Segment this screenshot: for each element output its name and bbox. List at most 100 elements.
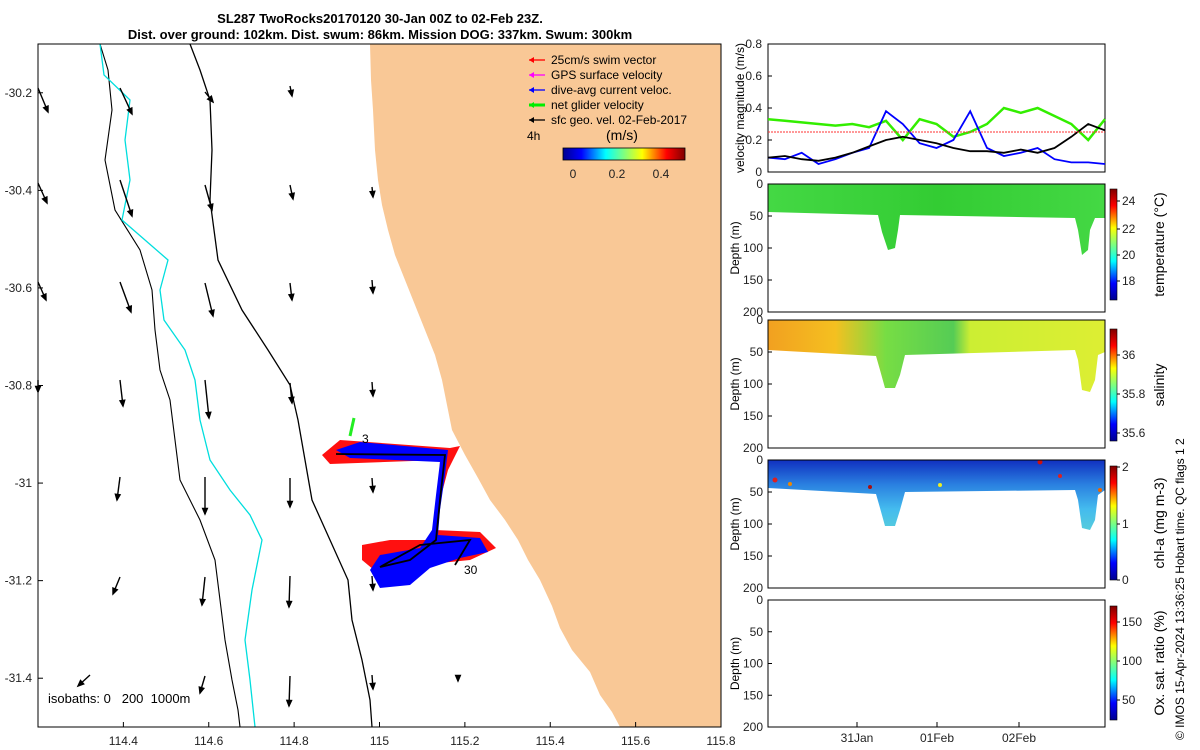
map-y-tick-label: -30.8: [5, 379, 33, 393]
depth-tick-label: 0: [756, 593, 763, 607]
colorbar-tick-label: 1: [1122, 517, 1129, 531]
colorbar-tick-label: 22: [1122, 222, 1136, 236]
map-x-tick-label: 114.6: [194, 734, 223, 748]
map-y-ticks: -30.2 -30.4 -30.6 -30.8 -31 -31.2 -31.4: [5, 86, 43, 685]
current-arrowhead: [206, 95, 215, 104]
velocity-y-tick-label: 0.8: [745, 37, 762, 51]
depth-axis-label: Depth (m): [728, 221, 742, 274]
current-arrowhead: [454, 674, 462, 683]
land-polygon: [370, 44, 721, 727]
colorbar-tick-label: 24: [1122, 194, 1136, 208]
velocity-panel: 0 0.2 0.4 0.6 0.8 velocity magnitude (m/s): [733, 37, 1106, 179]
current-arrow: [119, 179, 133, 217]
colorbar-tick-1: 0.2: [609, 167, 626, 181]
map-x-tick-label: 115.8: [706, 734, 735, 748]
chla-field: [768, 460, 1105, 530]
current-arrowhead: [41, 195, 48, 205]
current-arrowhead: [208, 309, 215, 318]
depth-tick-label: 0: [756, 453, 763, 467]
depth-axis-label: Depth (m): [728, 637, 742, 690]
net-velocity-segment: [348, 417, 356, 437]
velocity-ylabel: velocity magnitude (m/s): [733, 43, 747, 173]
colorbar-label: salinity: [1151, 364, 1167, 407]
velocity-y-tick-label: 0: [755, 165, 762, 179]
figure-title-line2: Dist. over ground: 102km. Dist. swum: 86…: [127, 27, 633, 42]
isobath-0m: [189, 43, 373, 728]
legend-label: GPS surface velocity: [551, 68, 662, 82]
current-arrowhead: [286, 500, 294, 509]
current-arrowhead: [125, 304, 133, 314]
depth-tick-label: 50: [750, 625, 764, 639]
isobaths-label: isobaths: 0 200 1000m: [48, 691, 190, 706]
current-arrowhead: [114, 493, 122, 502]
colorbar-tick-label: 20: [1122, 248, 1136, 262]
salinity-panel: [767, 319, 1106, 449]
depth-tick-label: 0: [756, 177, 763, 191]
current-arrowhead: [126, 209, 134, 218]
track-start-label: 3: [362, 432, 369, 446]
current-arrowhead: [42, 104, 49, 114]
depth-tick-label: 50: [750, 209, 764, 223]
map-panel: 3 30 114.4 114.6 114.8 115 115.2 115.4 115.6 11…: [5, 43, 736, 748]
legend-label: sfc geo. vel. 02-Feb-2017: [551, 113, 687, 127]
velocity-y-tick-label: 0.4: [745, 101, 762, 115]
colorbar-label: chl-a (mg m-3): [1151, 477, 1167, 568]
temperature-field: [768, 184, 1105, 255]
current-arrowhead: [199, 598, 207, 607]
map-x-tick-label: 115.6: [621, 734, 650, 748]
depth-tick-label: 200: [743, 441, 763, 455]
colorbar-tick-label: 18: [1122, 274, 1136, 288]
section-colorbar: [1109, 188, 1118, 301]
current-arrow: [204, 379, 210, 419]
current-arrowhead: [369, 190, 376, 199]
legend-swatch-head: [529, 72, 534, 78]
depth-tick-label: 150: [743, 549, 763, 563]
depth-tick-label: 150: [743, 273, 763, 287]
map-x-tick-label: 114.4: [109, 734, 138, 748]
date-tick-label: 02Feb: [1002, 731, 1036, 745]
depth-axis-label: Depth (m): [728, 357, 742, 410]
current-arrowhead: [369, 286, 376, 295]
colorbar-tick-label: 50: [1122, 693, 1136, 707]
chla-panel: [767, 459, 1106, 589]
dive-current-swath: [336, 442, 488, 588]
figure-title-line1: SL287 TwoRocks20170120 30-Jan 00Z to 02-…: [217, 11, 543, 26]
section-axis-ticks: 0 50 100 150 200 Depth (m) 0 50 100 150 200 Depth (…: [728, 177, 1036, 745]
current-arrowhead: [288, 192, 296, 201]
legend-swatch-head: [529, 87, 534, 93]
depth-axis-label: Depth (m): [728, 497, 742, 550]
map-y-tick-label: -30.4: [5, 183, 33, 197]
colorbar-units: (m/s): [606, 127, 638, 143]
date-tick-label: 01Feb: [920, 731, 954, 745]
current-arrowhead: [369, 583, 376, 592]
credit-text: © IMOS 15-Apr-2024 13:36:25 Hobart time.…: [1173, 438, 1187, 740]
map-y-tick-label: -30.6: [5, 281, 33, 295]
current-arrowhead: [287, 293, 295, 302]
map-x-ticks: 114.4 114.6 114.8 115 115.2 115.4 115.6 115.8: [109, 722, 736, 748]
current-arrowhead: [285, 699, 293, 708]
legend-swatch-head: [529, 117, 534, 123]
current-arrowhead: [198, 686, 206, 695]
velocity-frame: [767, 43, 1106, 173]
current-arrowhead: [288, 396, 295, 405]
depth-tick-label: 100: [743, 657, 763, 671]
velocity-y-tick-label: 0.2: [745, 133, 762, 147]
depth-tick-label: 200: [743, 305, 763, 319]
velocity-series-line: [767, 109, 1106, 165]
colorbar-tick-label: 2: [1122, 460, 1129, 474]
colorbar-tick-label: 35.8: [1122, 387, 1146, 401]
current-arrowhead: [126, 106, 133, 116]
current-arrowhead: [287, 89, 295, 98]
depth-tick-label: 100: [743, 517, 763, 531]
track-end-label: 30: [464, 563, 478, 577]
current-arrowhead: [118, 399, 126, 408]
salinity-field: [768, 320, 1105, 392]
current-arrowhead: [369, 682, 376, 691]
chla-highlights: [772, 459, 1102, 492]
current-arrowhead: [207, 203, 214, 212]
track-line: [335, 453, 472, 568]
colorbar-tick-label: 100: [1122, 654, 1142, 668]
map-y-tick-label: -31.4: [5, 671, 33, 685]
